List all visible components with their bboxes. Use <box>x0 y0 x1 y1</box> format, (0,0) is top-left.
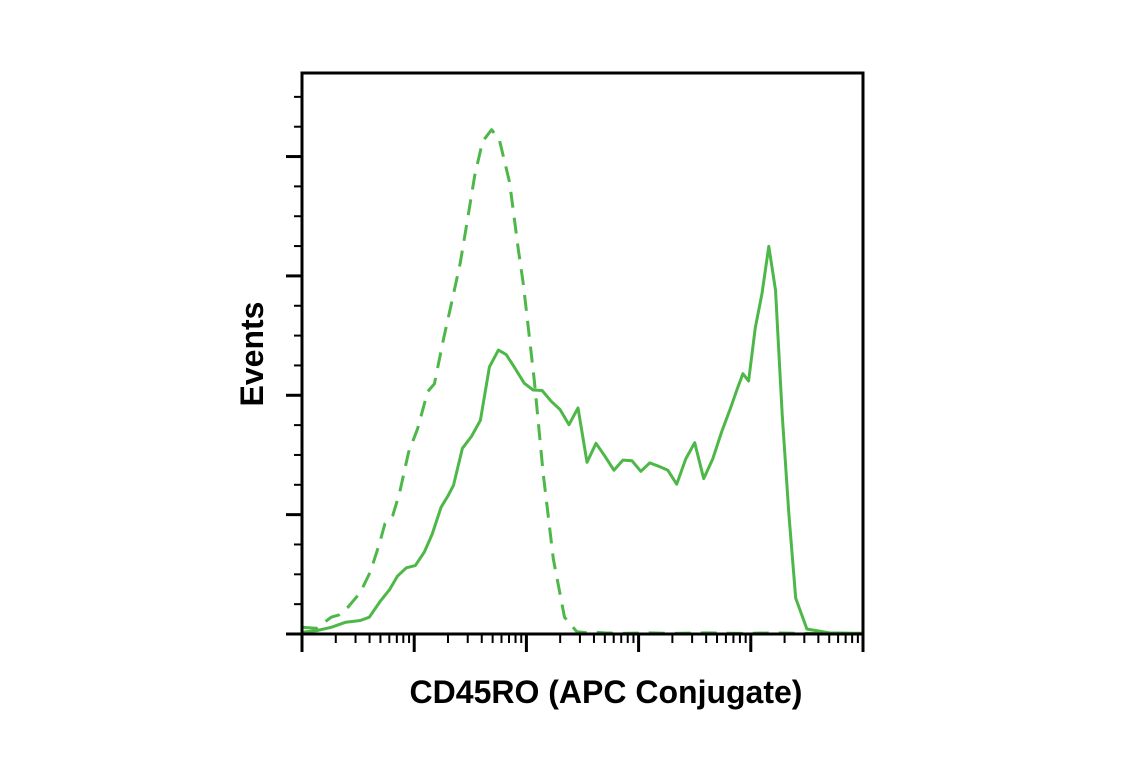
x-axis-title: CD45RO (APC Conjugate) <box>410 674 803 710</box>
ticks-layer <box>286 95 865 652</box>
y-axis-title: Events <box>234 302 270 407</box>
control-series-line <box>301 128 863 635</box>
plot-frame <box>300 71 865 636</box>
stained-series-line <box>301 244 864 635</box>
series-layer <box>301 128 864 635</box>
